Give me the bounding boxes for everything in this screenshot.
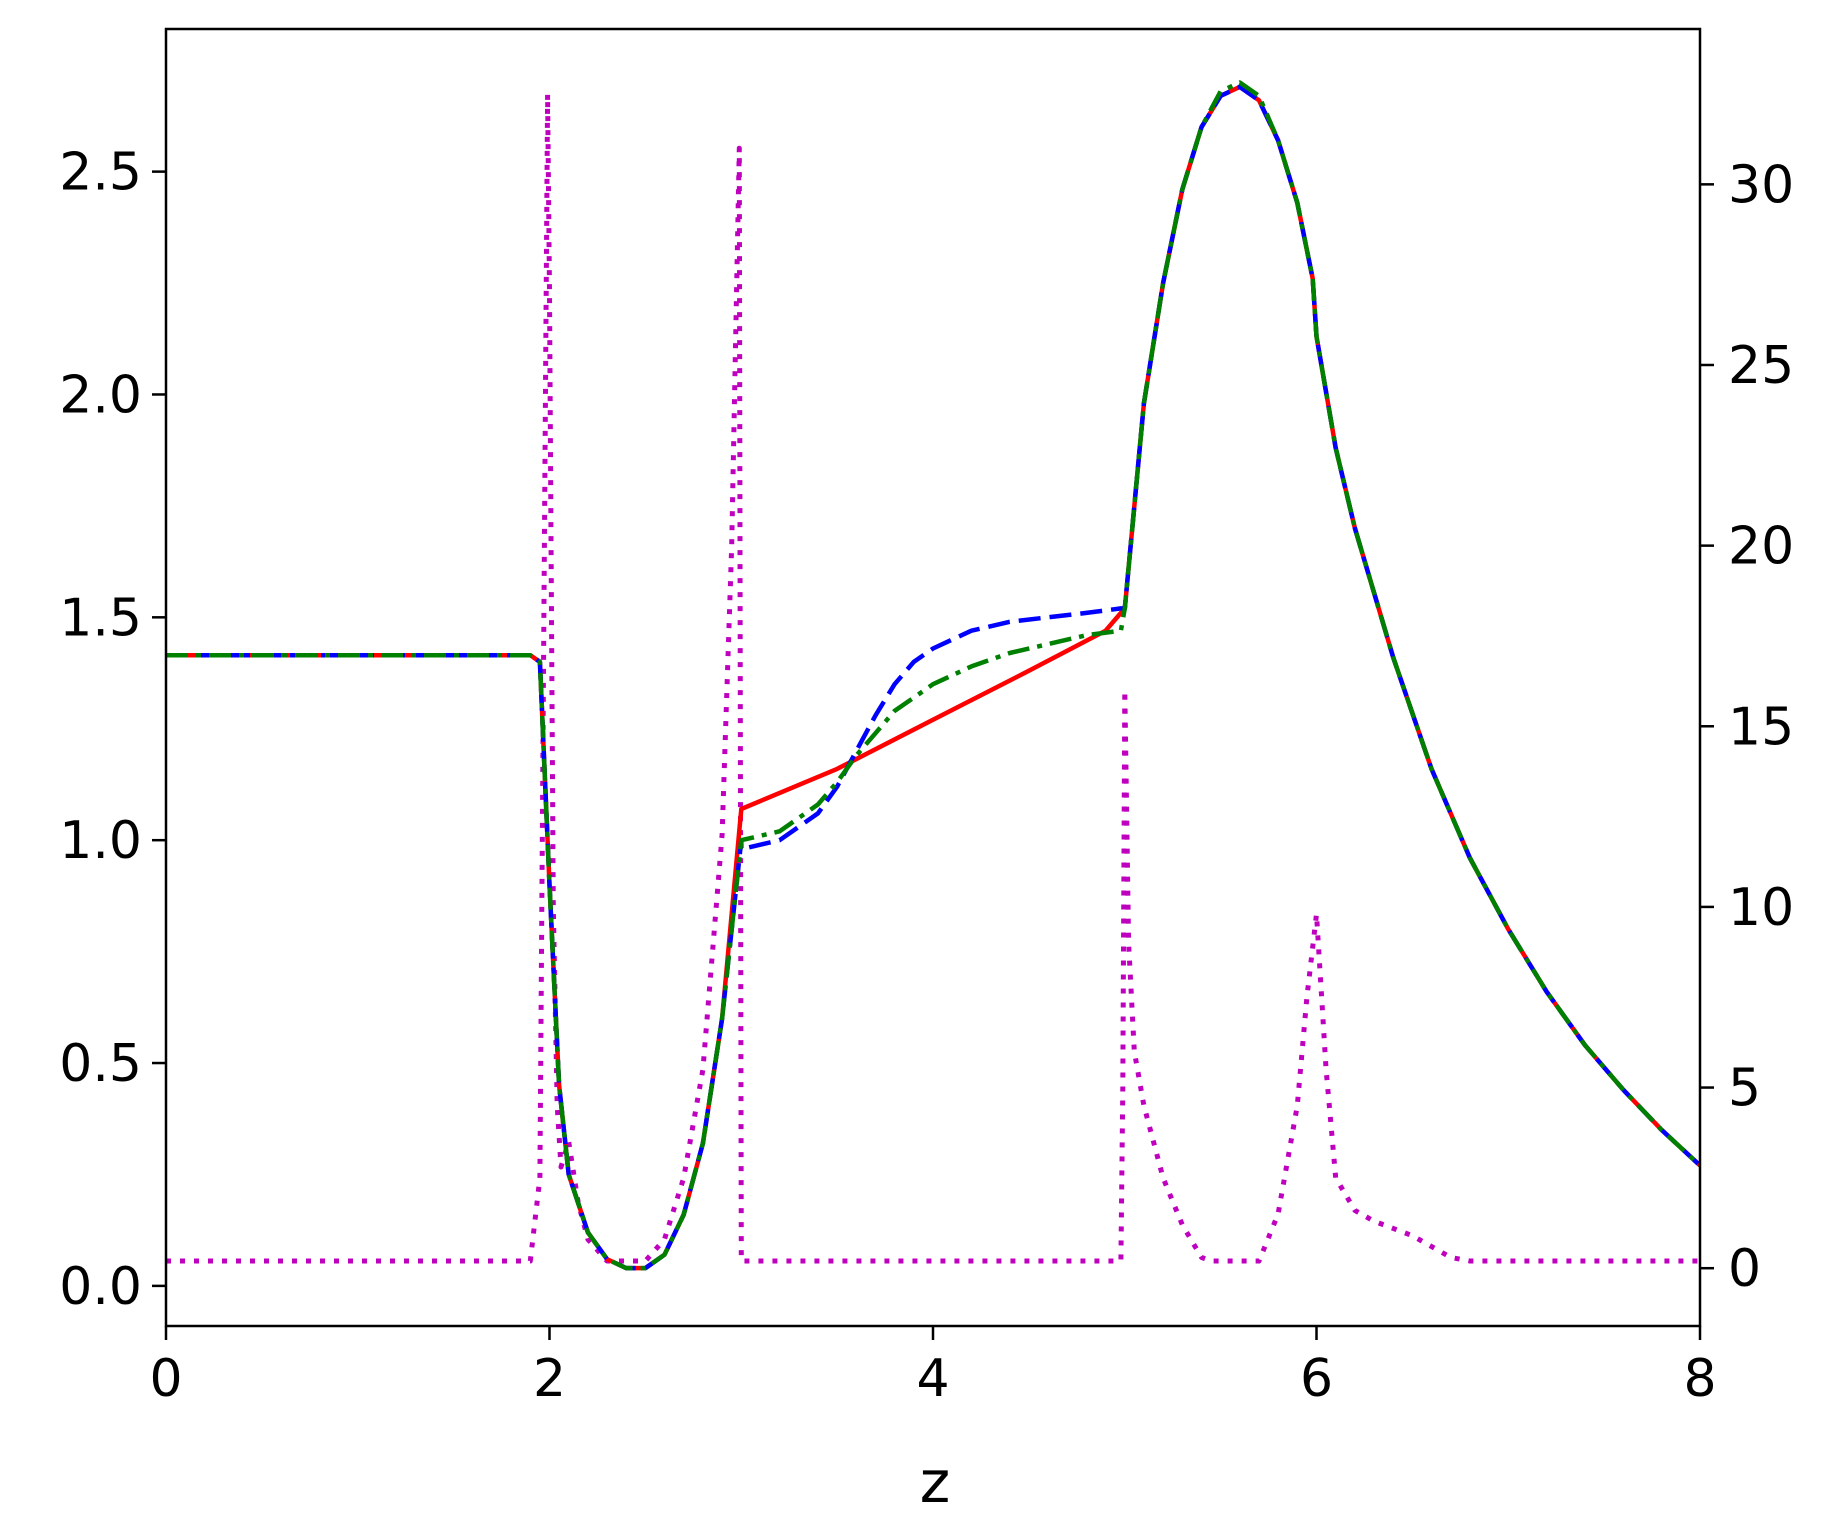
y-tick-label: 0.0 xyxy=(59,1257,142,1317)
y-tick-label: 2.0 xyxy=(59,365,142,425)
x-tick-label: 8 xyxy=(1683,1349,1716,1409)
axes-layer: 0 2 4 6 8 0.0 0.5 1.0 1.5 2.0 2.5 0 5 10 15 20 25 30 xyxy=(59,27,1794,1409)
y2-tick-label: 30 xyxy=(1728,155,1794,215)
series-layer xyxy=(166,80,1700,1271)
y-tick-label: 1.5 xyxy=(59,588,142,648)
y2-tick-label: 25 xyxy=(1728,336,1794,396)
y2-tick-label: 10 xyxy=(1728,878,1794,938)
y-tick-label: 2.5 xyxy=(59,143,142,203)
x-tick-label: 4 xyxy=(916,1349,949,1409)
y2-tick-label: 20 xyxy=(1728,517,1794,577)
y-tick-label: 1.0 xyxy=(59,811,142,871)
x-axis-title: z xyxy=(920,1448,950,1516)
y2-tick-label: 5 xyxy=(1728,1059,1761,1119)
series-line-3 xyxy=(166,80,1700,1271)
y2-tick-label: 15 xyxy=(1728,697,1794,757)
x-tick-label: 0 xyxy=(149,1349,182,1409)
y2-tick-label: 0 xyxy=(1728,1239,1761,1299)
x-tick-label: 6 xyxy=(1300,1349,1333,1409)
x-tick-label: 2 xyxy=(533,1349,566,1409)
y-tick-label: 0.5 xyxy=(59,1034,142,1094)
